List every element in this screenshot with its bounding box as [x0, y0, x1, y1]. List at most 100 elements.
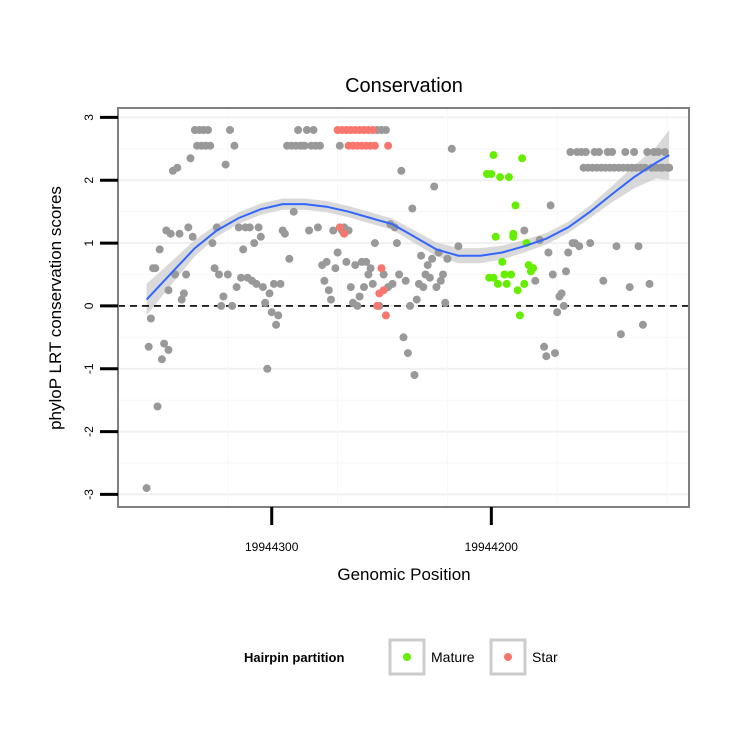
point-mature — [489, 273, 498, 282]
point-other — [151, 264, 160, 273]
point-other — [548, 270, 557, 279]
point-other — [276, 279, 285, 288]
point-other — [294, 126, 303, 134]
point-other — [177, 295, 186, 304]
point-other — [379, 270, 388, 279]
point-other — [300, 141, 309, 150]
point-other — [274, 311, 283, 320]
point-mature — [483, 170, 491, 178]
point-other — [346, 283, 355, 292]
point-other — [423, 261, 432, 270]
x-tick-label: 19944300 — [245, 540, 299, 554]
point-other — [173, 163, 182, 172]
point-other — [179, 289, 188, 298]
point-mature — [491, 232, 500, 241]
point-other — [364, 270, 373, 279]
point-other — [182, 270, 191, 279]
point-other — [302, 126, 311, 134]
point-other — [630, 148, 639, 156]
point-other — [551, 349, 559, 358]
point-other — [436, 276, 445, 285]
point-other — [188, 232, 197, 241]
point-mature — [511, 201, 520, 210]
point-other — [443, 254, 452, 263]
point-other — [267, 308, 276, 317]
y-tick-label: -1 — [82, 363, 96, 374]
point-mature — [515, 311, 524, 320]
point-other — [395, 270, 404, 279]
point-other — [381, 126, 390, 134]
point-other — [403, 349, 412, 358]
point-other — [441, 298, 450, 307]
point-star — [379, 286, 388, 295]
point-other — [362, 257, 371, 266]
point-other — [665, 163, 674, 172]
point-other — [417, 251, 426, 260]
point-other — [564, 248, 573, 257]
point-other — [616, 330, 625, 339]
point-other — [559, 301, 568, 310]
point-other — [335, 141, 344, 150]
point-mature — [489, 151, 498, 160]
point-other — [557, 289, 566, 298]
point-star — [373, 301, 382, 310]
chart-title: Conservation — [345, 75, 463, 97]
point-other — [215, 270, 223, 279]
chart-marks — [118, 126, 689, 493]
point-other — [258, 283, 267, 292]
point-other — [625, 283, 634, 292]
point-other — [586, 239, 595, 248]
point-mature — [513, 286, 522, 295]
point-other — [309, 126, 318, 134]
point-other — [432, 283, 441, 292]
point-mature — [493, 279, 502, 288]
point-other — [160, 339, 169, 348]
point-other — [608, 148, 617, 156]
point-star — [340, 229, 349, 238]
point-other — [410, 371, 419, 379]
point-other — [425, 273, 434, 282]
y-tick-label: 1 — [82, 239, 96, 246]
point-other — [406, 301, 415, 310]
point-mature — [502, 279, 511, 288]
point-mature — [496, 173, 505, 182]
smooth-trend-line — [145, 154, 670, 301]
point-other — [540, 342, 549, 351]
point-other — [230, 141, 239, 150]
point-other — [219, 292, 228, 301]
point-other — [368, 279, 377, 288]
point-other — [252, 279, 261, 288]
point-star — [368, 126, 377, 134]
point-other — [544, 248, 553, 257]
point-other — [263, 364, 272, 373]
point-other — [305, 226, 314, 235]
point-other — [164, 345, 173, 354]
point-other — [645, 279, 654, 288]
point-other — [289, 207, 298, 216]
point-other — [239, 245, 248, 254]
point-other — [595, 148, 603, 156]
point-other — [256, 232, 265, 241]
point-other — [269, 279, 278, 288]
point-mature — [529, 264, 538, 273]
point-other — [164, 286, 173, 295]
point-other — [155, 245, 164, 254]
point-other — [428, 254, 437, 263]
point-other — [553, 308, 562, 317]
point-other — [581, 148, 590, 156]
legend-label-mature: Mature — [431, 649, 475, 665]
point-other — [388, 279, 397, 288]
point-other — [206, 141, 215, 150]
point-other — [355, 292, 364, 301]
legend-title: Hairpin partition — [244, 650, 344, 665]
point-star — [370, 141, 379, 150]
point-other — [232, 283, 241, 292]
point-other — [265, 289, 274, 298]
point-other — [316, 141, 324, 150]
point-other — [153, 402, 162, 411]
point-other — [366, 264, 375, 273]
point-other — [157, 355, 166, 364]
point-other — [237, 273, 245, 282]
point-mature — [504, 173, 513, 182]
point-other — [599, 276, 608, 285]
